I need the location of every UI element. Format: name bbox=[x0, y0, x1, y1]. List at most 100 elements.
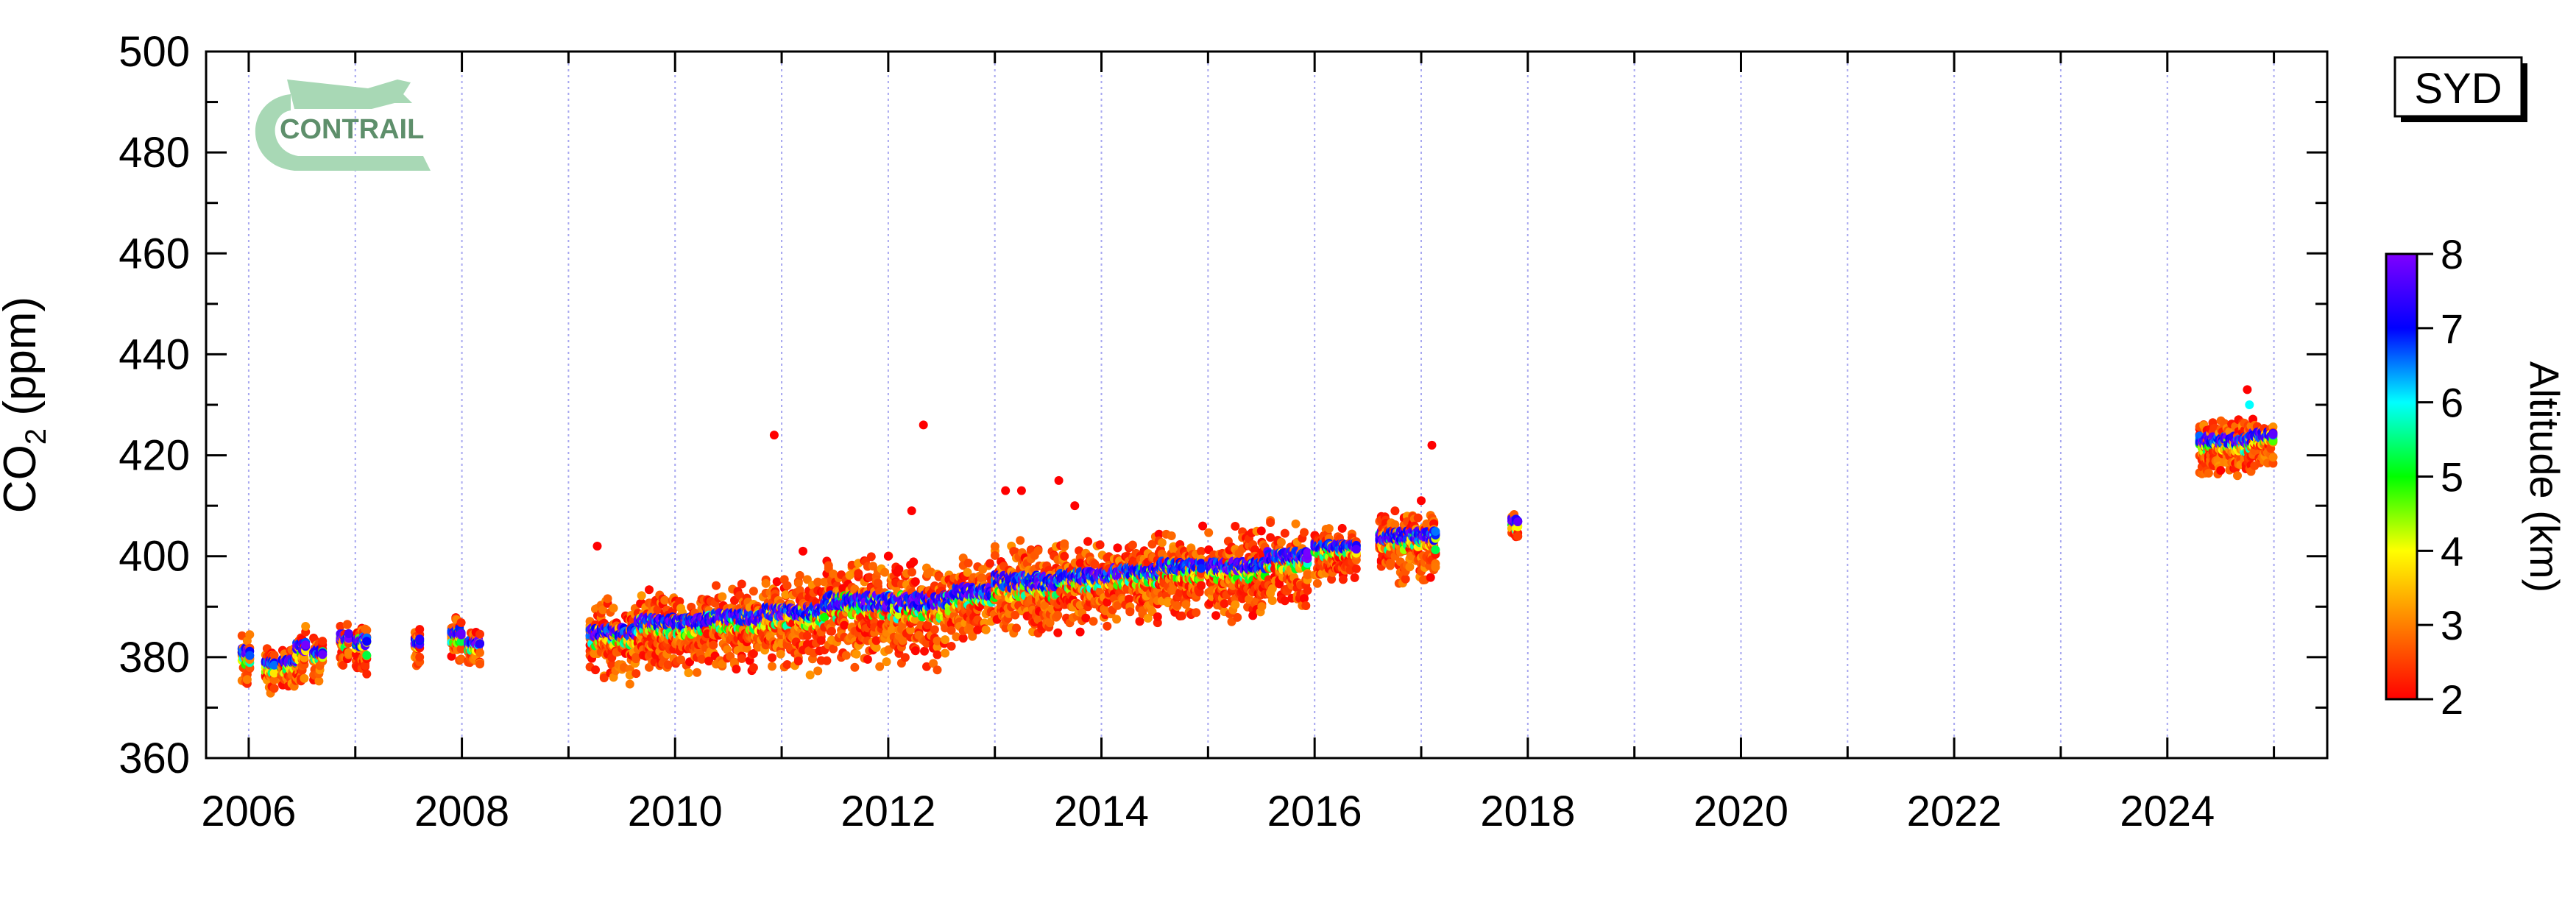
data-point bbox=[986, 559, 994, 568]
data-point bbox=[475, 648, 484, 657]
data-point bbox=[930, 625, 939, 634]
data-point bbox=[1257, 602, 1267, 612]
data-point bbox=[1128, 540, 1137, 550]
data-point bbox=[1083, 537, 1093, 546]
data-point bbox=[742, 643, 751, 653]
data-point bbox=[475, 639, 484, 648]
data-point bbox=[737, 579, 746, 589]
data-point bbox=[1040, 601, 1050, 610]
data-point bbox=[730, 657, 739, 667]
data-point bbox=[591, 665, 600, 675]
data-point bbox=[1033, 546, 1043, 555]
data-point bbox=[637, 591, 646, 601]
data-point bbox=[456, 637, 466, 646]
data-point bbox=[1081, 613, 1091, 623]
data-point bbox=[761, 578, 771, 588]
data-point bbox=[1167, 531, 1176, 540]
data-point bbox=[718, 659, 727, 668]
data-point bbox=[1016, 536, 1025, 545]
data-point bbox=[1113, 543, 1122, 553]
data-point bbox=[768, 653, 776, 662]
data-point bbox=[663, 660, 673, 670]
data-point bbox=[342, 620, 352, 629]
data-point bbox=[609, 604, 618, 613]
data-point bbox=[990, 551, 999, 560]
data-point bbox=[963, 567, 972, 577]
data-point bbox=[718, 592, 727, 601]
data-point bbox=[598, 605, 608, 615]
data-point bbox=[301, 640, 311, 650]
data-point bbox=[968, 631, 977, 641]
data-point bbox=[922, 662, 931, 671]
data-point bbox=[660, 595, 670, 605]
data-point bbox=[1125, 594, 1133, 604]
data-point bbox=[697, 654, 707, 664]
data-point bbox=[894, 565, 904, 574]
data-point bbox=[990, 542, 999, 551]
data-point bbox=[793, 657, 803, 666]
data-point bbox=[1012, 623, 1021, 633]
data-point bbox=[772, 577, 782, 587]
data-point bbox=[933, 665, 942, 675]
data-point bbox=[603, 594, 612, 604]
data-point bbox=[269, 684, 279, 693]
data-point bbox=[946, 642, 956, 651]
data-point bbox=[269, 660, 279, 670]
data-point bbox=[952, 632, 961, 642]
data-point bbox=[820, 612, 829, 622]
data-point bbox=[362, 669, 372, 679]
vertical-gridlines bbox=[247, 52, 2275, 758]
data-point bbox=[805, 670, 815, 680]
data-point bbox=[1053, 628, 1063, 637]
data-point bbox=[963, 559, 973, 567]
data-point bbox=[609, 673, 618, 682]
data-point bbox=[871, 643, 881, 652]
data-point bbox=[850, 662, 860, 672]
data-point bbox=[981, 625, 991, 634]
data-point bbox=[802, 631, 812, 640]
data-point bbox=[1233, 612, 1242, 622]
data-point bbox=[933, 643, 942, 651]
data-point bbox=[749, 587, 758, 596]
data-point bbox=[269, 668, 279, 678]
data-point bbox=[1095, 540, 1105, 550]
data-point bbox=[1060, 539, 1069, 548]
data-point bbox=[910, 646, 920, 656]
data-point bbox=[840, 620, 849, 630]
data-point bbox=[362, 651, 372, 660]
data-point bbox=[631, 669, 641, 679]
data-point bbox=[415, 625, 425, 634]
data-point bbox=[923, 620, 933, 630]
data-point bbox=[776, 649, 785, 659]
data-point bbox=[871, 636, 881, 645]
data-point bbox=[1211, 611, 1221, 620]
data-point bbox=[456, 644, 466, 654]
data-point bbox=[1276, 537, 1286, 547]
data-point bbox=[676, 655, 686, 665]
data-point bbox=[863, 654, 872, 664]
data-point bbox=[362, 626, 372, 635]
data-point bbox=[845, 570, 854, 580]
data-point bbox=[909, 557, 919, 567]
data-point bbox=[922, 639, 931, 648]
data-point bbox=[933, 636, 942, 645]
data-point bbox=[362, 637, 372, 646]
data-point bbox=[415, 652, 425, 662]
data-point bbox=[795, 570, 804, 580]
data-point bbox=[447, 651, 456, 661]
data-point bbox=[822, 656, 832, 665]
data-point bbox=[339, 660, 348, 670]
data-point bbox=[1089, 617, 1098, 626]
data-point bbox=[749, 649, 758, 658]
data-point bbox=[1197, 581, 1206, 590]
data-point bbox=[1153, 612, 1162, 621]
data-point bbox=[1103, 621, 1112, 631]
data-point bbox=[318, 637, 328, 646]
data-point bbox=[631, 652, 641, 662]
data-point bbox=[675, 597, 684, 606]
data-point bbox=[852, 649, 861, 659]
data-point bbox=[1011, 610, 1020, 620]
data-point bbox=[1090, 559, 1100, 569]
data-point bbox=[475, 659, 484, 669]
